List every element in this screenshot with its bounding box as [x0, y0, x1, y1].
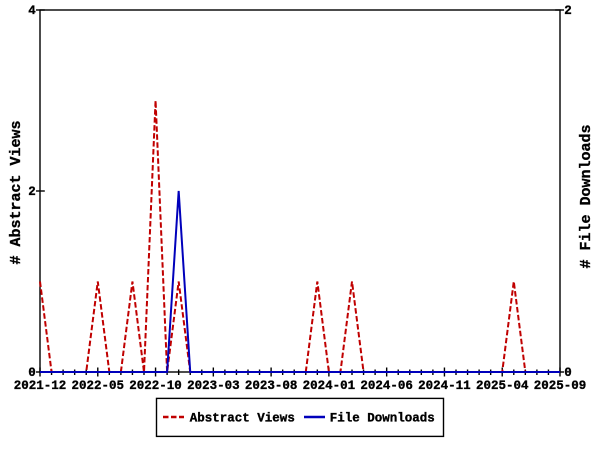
svg-text:4: 4: [28, 4, 36, 18]
svg-text:# Abstract Views: # Abstract Views: [8, 120, 25, 264]
svg-text:2024-11: 2024-11: [418, 379, 471, 393]
svg-text:0: 0: [28, 366, 36, 380]
svg-text:File Downloads: File Downloads: [330, 412, 435, 426]
svg-text:Abstract Views: Abstract Views: [190, 412, 295, 426]
svg-text:2025-09: 2025-09: [534, 379, 587, 393]
svg-text:2024-01: 2024-01: [303, 379, 356, 393]
svg-text:2023-03: 2023-03: [187, 379, 240, 393]
svg-text:2025-04: 2025-04: [476, 379, 529, 393]
svg-text:2021-12: 2021-12: [14, 379, 67, 393]
svg-text:2: 2: [28, 185, 36, 199]
svg-text:2023-08: 2023-08: [245, 379, 298, 393]
svg-text:0: 0: [564, 366, 572, 380]
svg-text:# File Downloads: # File Downloads: [578, 124, 595, 268]
svg-text:2: 2: [564, 4, 572, 18]
svg-text:2024-06: 2024-06: [360, 379, 413, 393]
svg-text:2022-10: 2022-10: [129, 379, 182, 393]
svg-text:2022-05: 2022-05: [72, 379, 125, 393]
